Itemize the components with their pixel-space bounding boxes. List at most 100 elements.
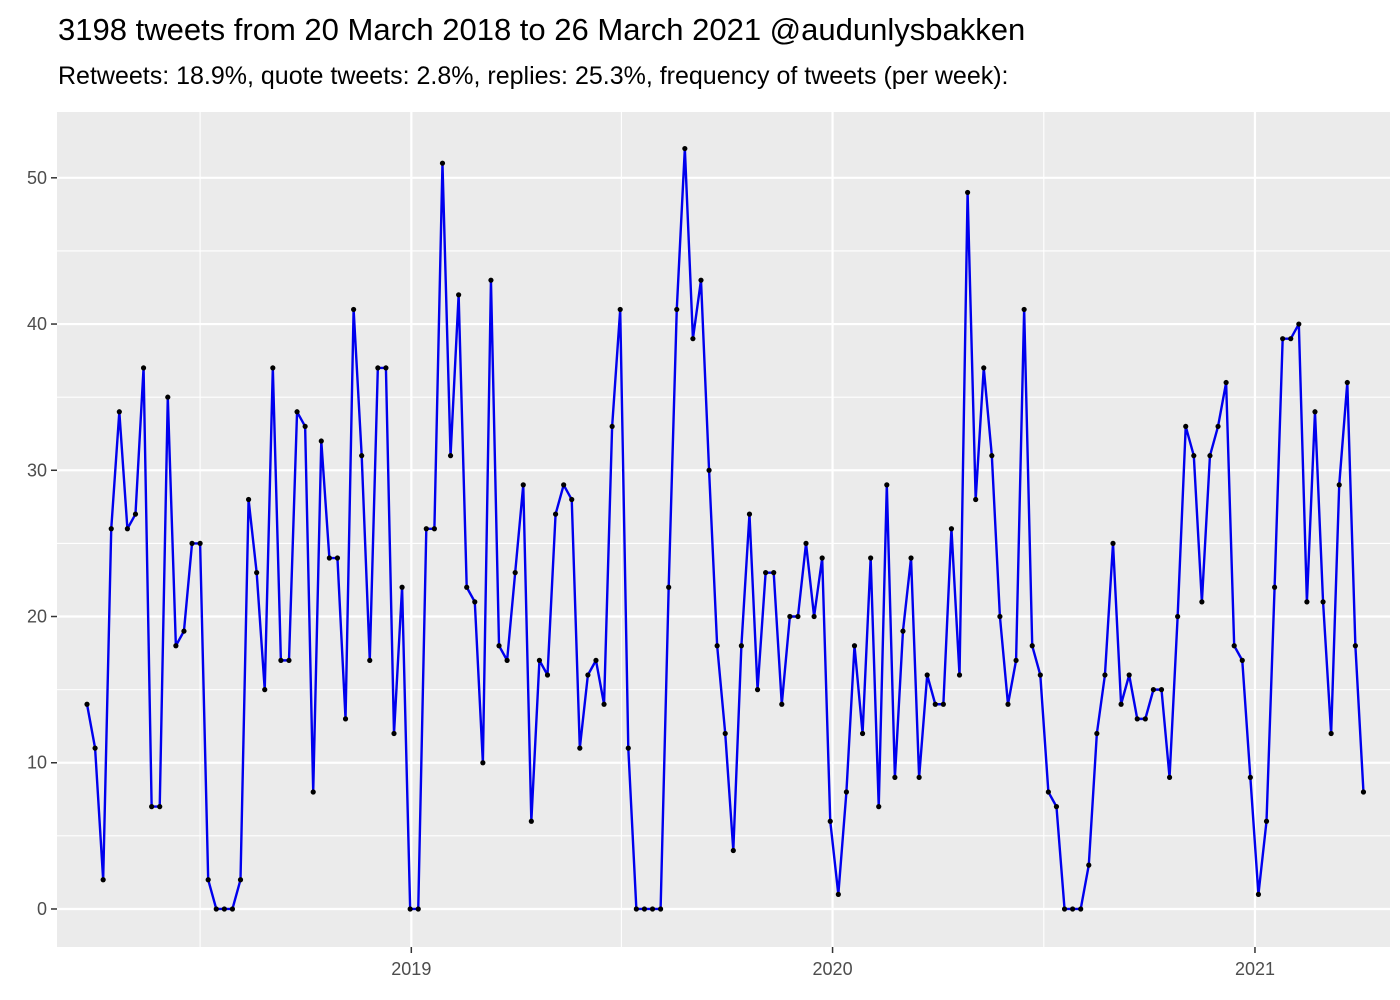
data-point [956, 672, 963, 678]
data-point [1360, 789, 1367, 795]
data-point [1142, 716, 1148, 722]
data-point [1280, 336, 1286, 342]
data-point [1078, 906, 1084, 912]
data-point [140, 365, 147, 371]
data-point [375, 365, 381, 371]
data-point [892, 774, 898, 780]
data-point [552, 511, 559, 517]
data-point [1207, 453, 1213, 459]
data-point [165, 394, 171, 400]
data-point [609, 423, 615, 430]
data-point [940, 701, 946, 707]
data-point [561, 482, 567, 488]
data-point [391, 730, 397, 737]
y-tick-label: 40 [27, 314, 47, 334]
data-point [100, 877, 106, 883]
data-point [213, 906, 219, 912]
data-point [811, 613, 817, 620]
data-point [1263, 818, 1270, 824]
data-point [1288, 336, 1294, 342]
data-point [326, 555, 332, 561]
data-point [520, 482, 526, 488]
data-point [544, 672, 551, 678]
data-point [1296, 321, 1302, 327]
data-point [302, 423, 308, 430]
data-point [1191, 453, 1197, 459]
data-point [843, 789, 850, 795]
data-point [310, 789, 316, 795]
data-point [1118, 701, 1124, 707]
data-point [173, 643, 179, 649]
data-point [149, 804, 155, 810]
data-point [1005, 701, 1011, 707]
data-point [973, 496, 979, 503]
data-point [827, 818, 833, 824]
data-point [342, 716, 349, 722]
data-point [488, 277, 494, 283]
data-point [932, 701, 938, 707]
data-point [399, 584, 405, 590]
data-point [1183, 423, 1189, 430]
data-point [730, 847, 736, 854]
data-point [1175, 613, 1181, 620]
data-point [1029, 643, 1035, 649]
plot-panel [57, 112, 1390, 947]
data-point [205, 877, 211, 883]
data-point [278, 657, 284, 663]
data-point [981, 365, 987, 371]
data-point [1304, 599, 1310, 605]
data-point [480, 760, 486, 766]
data-point [423, 526, 429, 532]
data-point [649, 906, 656, 912]
data-point [989, 453, 995, 459]
data-point [132, 511, 139, 517]
x-tick-label: 2020 [813, 959, 853, 979]
y-tick-label: 20 [27, 607, 47, 627]
data-point [690, 336, 696, 342]
data-point [722, 730, 728, 737]
data-point [1231, 643, 1237, 649]
data-point [197, 540, 203, 546]
data-point [415, 906, 421, 912]
data-point [617, 306, 623, 313]
axis-ticks: 0 10 20 30 40 50 2019 2020 2021 [27, 168, 1275, 979]
data-point [464, 584, 470, 590]
data-point [787, 613, 793, 620]
data-point [189, 540, 195, 546]
data-point [439, 160, 446, 166]
data-point [868, 555, 874, 561]
data-point [108, 526, 114, 532]
data-point [738, 643, 744, 649]
data-point [924, 672, 930, 678]
data-point [1102, 672, 1108, 678]
data-point [245, 496, 252, 503]
data-point [851, 643, 858, 649]
data-point [1336, 482, 1342, 488]
data-point [997, 613, 1003, 620]
data-point [1247, 774, 1253, 780]
data-point [1166, 774, 1173, 780]
data-point [528, 818, 534, 824]
grid-lines [57, 112, 1390, 947]
data-point [237, 877, 244, 883]
data-point [367, 657, 373, 663]
chart-subtitle: Retweets: 18.9%, quote tweets: 2.8%, rep… [58, 62, 1009, 90]
y-tick-label: 50 [27, 168, 47, 188]
data-point [682, 145, 688, 152]
data-point [754, 687, 761, 693]
data-point [1013, 657, 1019, 663]
data-point [601, 701, 607, 707]
data-point [876, 804, 882, 810]
data-point [1070, 906, 1076, 912]
data-point [763, 570, 769, 576]
data-point [1320, 599, 1326, 605]
data-point [1352, 643, 1358, 649]
data-point [496, 643, 502, 649]
data-point [746, 511, 753, 517]
data-point [262, 687, 268, 693]
data-point [1239, 657, 1245, 663]
data-point [803, 540, 809, 546]
data-point [585, 672, 591, 678]
data-point [884, 482, 890, 488]
